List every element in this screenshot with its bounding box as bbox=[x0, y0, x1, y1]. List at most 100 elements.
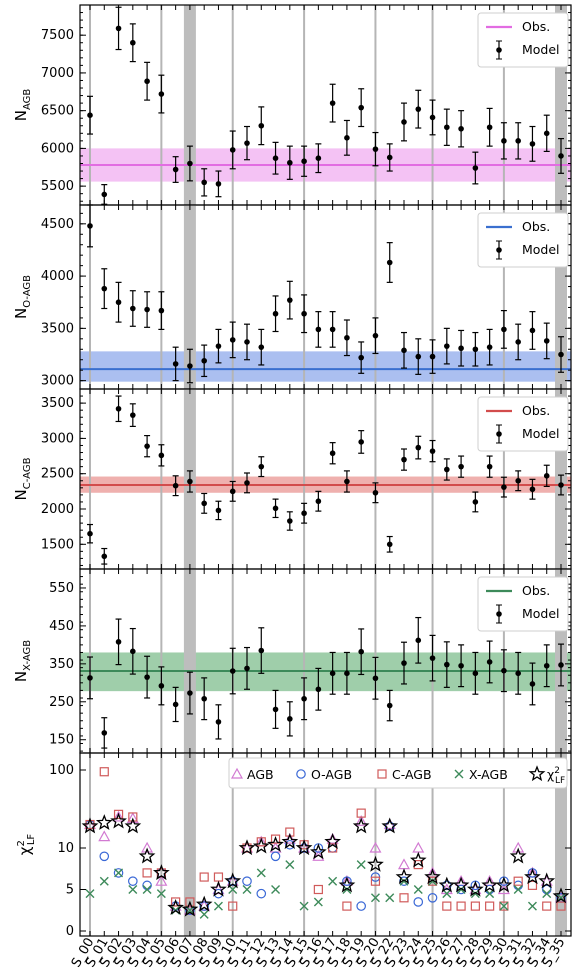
series-point-triangle bbox=[412, 841, 425, 853]
series-point-x bbox=[413, 885, 423, 894]
y-axis-label-main: N bbox=[12, 489, 30, 500]
y-tick-label: 550 bbox=[49, 581, 74, 596]
model-point bbox=[172, 361, 179, 367]
series-point-circle bbox=[142, 880, 152, 891]
model-point bbox=[386, 154, 393, 161]
model-point bbox=[529, 327, 536, 334]
model-point bbox=[401, 456, 407, 463]
series-point-triangle bbox=[155, 874, 168, 886]
series-point-square bbox=[499, 901, 509, 911]
model-point bbox=[486, 344, 493, 350]
model-point bbox=[229, 668, 236, 674]
model-point bbox=[315, 326, 322, 333]
model-point bbox=[144, 306, 150, 313]
y-axis-label-main: N bbox=[12, 110, 30, 121]
model-point bbox=[344, 334, 350, 341]
series-point-square bbox=[456, 901, 466, 911]
y-axis-label-main: N bbox=[12, 308, 30, 319]
series-point-star bbox=[310, 843, 327, 860]
series-point-star bbox=[152, 864, 170, 881]
series-point-x bbox=[513, 885, 523, 894]
model-point bbox=[244, 339, 250, 345]
series-point-x bbox=[256, 868, 266, 878]
model-point bbox=[458, 662, 464, 669]
series-point-star bbox=[81, 817, 99, 834]
model-point bbox=[358, 104, 364, 111]
model-point bbox=[87, 112, 93, 118]
model-point bbox=[372, 332, 379, 339]
model-point bbox=[329, 326, 336, 333]
model-point bbox=[272, 155, 279, 162]
model-point bbox=[501, 138, 507, 144]
series-point-triangle bbox=[141, 841, 154, 853]
model-point bbox=[272, 505, 279, 512]
series-point-circle bbox=[199, 901, 209, 911]
model-point bbox=[344, 670, 350, 677]
model-point bbox=[258, 344, 265, 350]
series-point-star bbox=[210, 880, 227, 897]
series-point-square bbox=[542, 901, 552, 911]
highlight-band bbox=[183, 569, 196, 753]
series-point-x bbox=[199, 909, 209, 919]
highlight-band bbox=[183, 205, 196, 389]
model-point bbox=[315, 686, 322, 693]
legend-model-label: Model bbox=[522, 426, 560, 441]
model-point bbox=[444, 124, 450, 131]
model-point bbox=[215, 343, 222, 349]
legend-marker-x bbox=[454, 769, 464, 779]
model-point bbox=[172, 166, 179, 173]
series-point-x bbox=[299, 901, 309, 911]
obs-band bbox=[80, 351, 571, 382]
legend-chi-main: χ bbox=[547, 767, 554, 782]
legend-box bbox=[228, 757, 568, 789]
y-tick-label: 3500 bbox=[41, 396, 74, 411]
legend-model-label: Model bbox=[522, 606, 560, 621]
legend-marker-triangle bbox=[230, 767, 244, 779]
model-point bbox=[258, 122, 265, 129]
y-axis-label: NX-AGB bbox=[12, 640, 33, 682]
model-point bbox=[429, 114, 436, 121]
series-point-square bbox=[99, 767, 109, 777]
model-point bbox=[558, 662, 564, 668]
y-tick-label: 450 bbox=[49, 619, 74, 634]
model-point bbox=[272, 310, 279, 317]
model-point bbox=[172, 482, 179, 489]
model-point bbox=[187, 690, 193, 696]
model-point bbox=[415, 444, 422, 451]
series-point-star bbox=[138, 847, 156, 864]
series-point-circle bbox=[242, 876, 252, 886]
model-point bbox=[415, 106, 422, 112]
series-point-circle bbox=[413, 897, 424, 907]
model-point bbox=[501, 667, 507, 674]
series-point-star bbox=[224, 872, 242, 889]
y-tick-label: 6500 bbox=[41, 104, 74, 119]
series-point-square bbox=[556, 901, 566, 911]
model-point bbox=[101, 730, 108, 736]
legend-label: χ2 LF bbox=[547, 766, 565, 786]
series-point-square bbox=[270, 834, 281, 844]
model-point bbox=[115, 639, 122, 645]
model-point bbox=[115, 25, 122, 32]
y-tick-label: 2500 bbox=[41, 467, 74, 482]
legend-model-marker bbox=[496, 247, 502, 253]
model-point bbox=[201, 179, 207, 186]
series-point-triangle bbox=[112, 810, 125, 822]
series-point-triangle bbox=[397, 858, 411, 870]
series-point-square bbox=[185, 897, 195, 907]
model-point bbox=[543, 473, 550, 479]
highlight-band bbox=[555, 753, 567, 936]
model-point bbox=[258, 463, 265, 470]
y-axis-label-sub: LF bbox=[26, 834, 37, 846]
series-point-star bbox=[352, 817, 370, 834]
series-point-x bbox=[85, 889, 95, 899]
model-point bbox=[372, 146, 379, 152]
model-point bbox=[144, 443, 150, 449]
y-tick-label: 4000 bbox=[41, 269, 74, 284]
legend-label: C-AGB bbox=[392, 767, 432, 782]
model-point bbox=[215, 181, 222, 187]
y-tick-label: 5500 bbox=[41, 179, 74, 194]
series-point-x bbox=[128, 885, 138, 894]
model-point bbox=[415, 353, 422, 360]
model-point bbox=[486, 124, 493, 131]
